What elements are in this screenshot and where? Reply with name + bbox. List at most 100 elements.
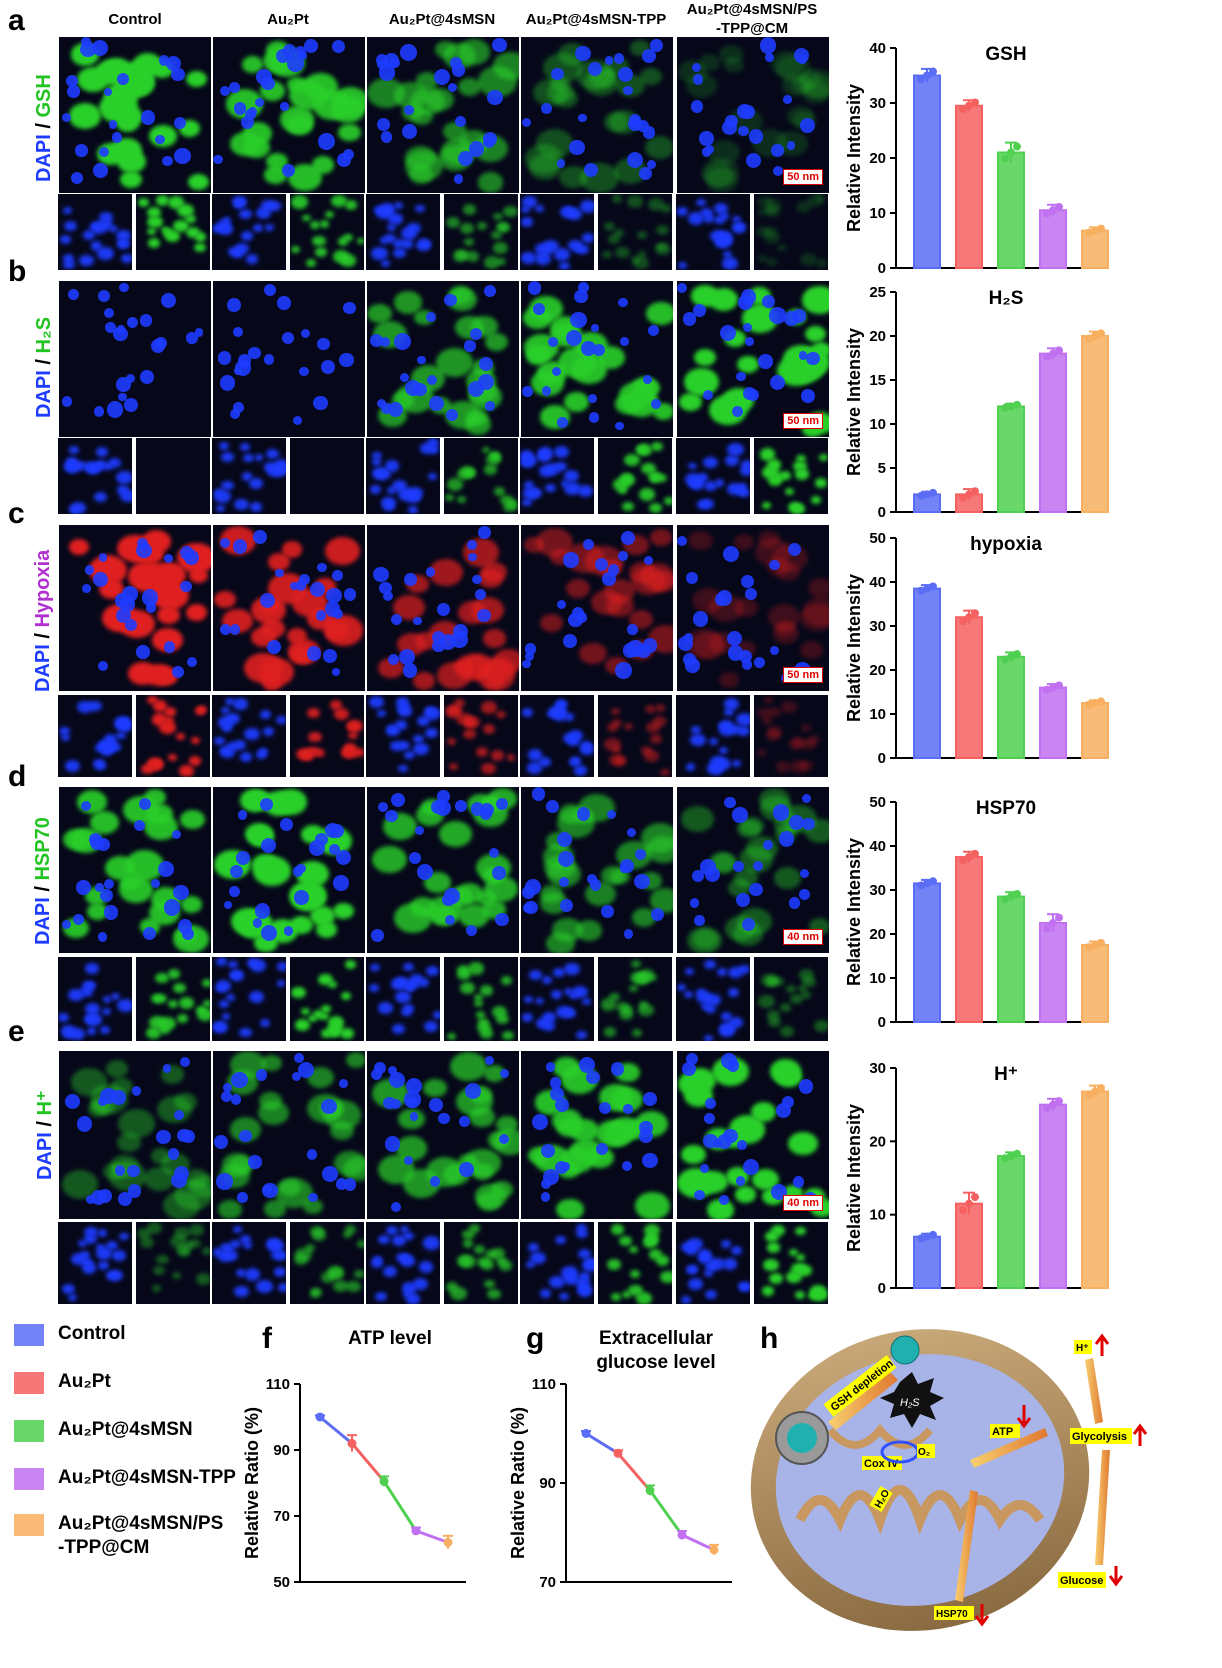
cell bbox=[185, 70, 207, 88]
cell bbox=[328, 843, 340, 855]
cell bbox=[814, 478, 828, 488]
cell bbox=[650, 528, 673, 546]
cell bbox=[427, 473, 438, 481]
cell bbox=[281, 331, 294, 344]
cell bbox=[604, 1027, 617, 1037]
cell bbox=[264, 166, 287, 184]
cell bbox=[639, 167, 653, 180]
cell bbox=[404, 1155, 414, 1165]
cell bbox=[729, 724, 742, 734]
cell bbox=[179, 1057, 191, 1068]
cell bbox=[386, 223, 397, 232]
cell bbox=[145, 663, 175, 687]
cell bbox=[97, 660, 108, 671]
y-tick-label: 70 bbox=[273, 1508, 290, 1525]
stain-label-d: DAPI / HSP70 bbox=[32, 817, 54, 945]
cell bbox=[385, 1136, 401, 1152]
cell bbox=[734, 1186, 756, 1203]
cell bbox=[429, 1098, 444, 1113]
cell bbox=[372, 1255, 383, 1264]
cell bbox=[637, 231, 647, 239]
cell bbox=[788, 542, 802, 556]
cell bbox=[498, 1260, 512, 1271]
micrograph-e-2 bbox=[366, 1050, 520, 1220]
cell bbox=[63, 253, 75, 263]
cell bbox=[320, 359, 336, 375]
data-point bbox=[1097, 329, 1105, 338]
cell bbox=[415, 72, 439, 90]
cell bbox=[703, 481, 717, 492]
cell bbox=[690, 478, 703, 488]
cell bbox=[405, 145, 437, 170]
cell bbox=[347, 719, 363, 732]
cell bbox=[640, 68, 662, 86]
cell bbox=[202, 978, 210, 987]
cell bbox=[576, 1223, 587, 1233]
cell bbox=[586, 1070, 600, 1084]
cell bbox=[212, 224, 223, 234]
cell bbox=[426, 374, 438, 386]
legend-swatch bbox=[14, 1420, 44, 1442]
cell bbox=[613, 53, 625, 64]
cell bbox=[303, 38, 318, 53]
data-point bbox=[971, 849, 979, 858]
cell bbox=[762, 1258, 779, 1272]
cell bbox=[146, 695, 158, 705]
cell bbox=[769, 1273, 784, 1285]
cell bbox=[714, 479, 725, 487]
cell bbox=[436, 662, 471, 689]
cell bbox=[131, 1086, 142, 1097]
cell bbox=[460, 981, 475, 994]
cell bbox=[524, 643, 537, 655]
cell bbox=[768, 604, 801, 630]
cell bbox=[324, 600, 341, 617]
cell bbox=[239, 209, 252, 219]
cell bbox=[417, 715, 430, 726]
cell bbox=[772, 804, 790, 821]
cell bbox=[802, 976, 816, 988]
cell bbox=[700, 498, 714, 510]
cell bbox=[427, 445, 440, 455]
cell bbox=[649, 734, 663, 744]
cell bbox=[186, 332, 198, 344]
cell bbox=[621, 531, 636, 546]
cell bbox=[615, 662, 632, 679]
data-point bbox=[965, 1199, 973, 1208]
cell bbox=[609, 992, 621, 1002]
cell bbox=[621, 1290, 631, 1298]
cell bbox=[767, 1242, 781, 1253]
cell bbox=[180, 545, 195, 560]
cell bbox=[769, 374, 785, 390]
micrograph-b-3 bbox=[520, 280, 674, 438]
cell bbox=[745, 588, 758, 600]
cell bbox=[85, 1003, 101, 1015]
cell bbox=[703, 456, 718, 469]
cell bbox=[156, 1129, 171, 1145]
cell bbox=[382, 590, 394, 602]
cell bbox=[318, 133, 335, 150]
cell bbox=[95, 883, 104, 892]
cell bbox=[136, 645, 150, 659]
sub-dapi-d-4 bbox=[676, 957, 750, 1041]
cell bbox=[69, 539, 89, 555]
cell bbox=[386, 1225, 398, 1235]
cell bbox=[228, 961, 238, 969]
cell bbox=[67, 289, 79, 300]
scheme-hsp70: HSP70 bbox=[936, 1609, 968, 1620]
cell bbox=[761, 295, 775, 308]
cell bbox=[740, 1282, 750, 1292]
cell bbox=[374, 1292, 387, 1302]
cell bbox=[152, 700, 168, 712]
cell bbox=[119, 282, 129, 293]
cell bbox=[102, 995, 112, 1003]
sub-dapi-d-2 bbox=[366, 957, 440, 1041]
cell bbox=[151, 713, 168, 726]
cell bbox=[185, 214, 196, 224]
scheme-coxiv: Cox IV bbox=[864, 1458, 899, 1470]
cell bbox=[746, 388, 759, 401]
cell bbox=[635, 444, 648, 455]
sub-stain-b-4 bbox=[754, 438, 828, 514]
cell bbox=[232, 195, 247, 208]
cell bbox=[252, 918, 263, 928]
cell bbox=[771, 144, 784, 157]
